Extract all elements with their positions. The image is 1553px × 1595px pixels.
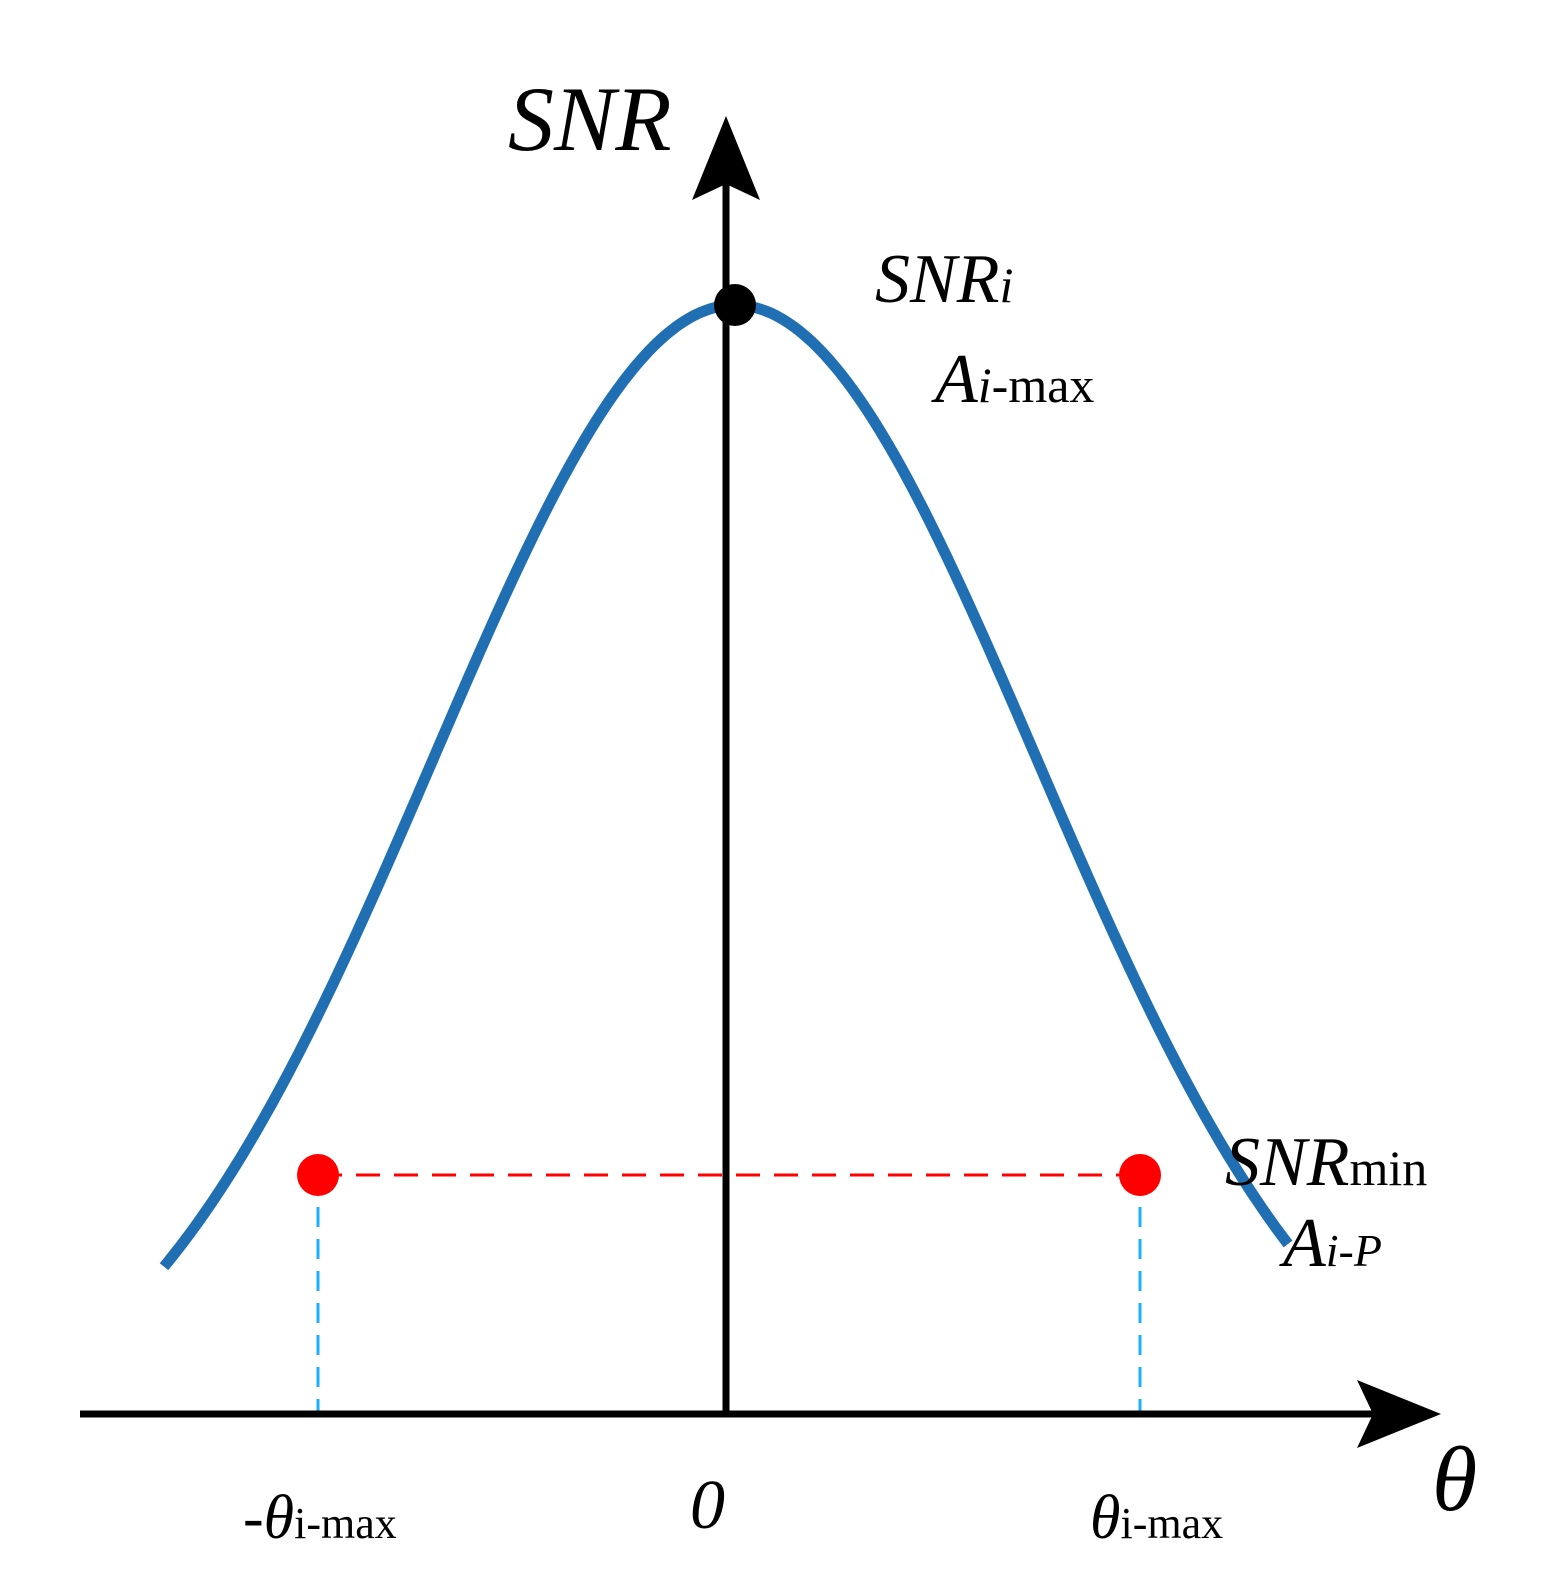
peak-amp-sub-italic: i: [978, 357, 992, 413]
right-tick-label: θi-max: [1090, 1484, 1223, 1552]
left-threshold-point: [297, 1154, 339, 1196]
x-axis-label: θ: [1432, 1428, 1477, 1530]
origin-label: 0: [690, 1467, 725, 1544]
left-tick-prefix: -θ: [243, 1484, 294, 1552]
threshold-snr-main: SNR: [1225, 1124, 1349, 1201]
threshold-snr-sub: min: [1349, 1140, 1427, 1196]
right-threshold-point: [1119, 1154, 1161, 1196]
threshold-amp-main: A: [1279, 1205, 1326, 1282]
peak-point: [714, 284, 756, 326]
threshold-snr-label: SNRmin: [1225, 1124, 1427, 1201]
right-tick-sub: i-max: [1120, 1499, 1223, 1548]
peak-snr-main: SNR: [875, 241, 999, 318]
peak-snr-label: SNRi: [875, 241, 1013, 318]
y-axis-arrowhead: [692, 116, 760, 200]
peak-amp-main: A: [931, 341, 978, 418]
left-tick-label: -θi-max: [243, 1484, 397, 1552]
threshold-amp-sub: i-P: [1326, 1225, 1382, 1276]
peak-amp-sub-rest: -max: [992, 357, 1095, 413]
y-axis-label: SNR: [508, 68, 672, 170]
right-tick-prefix: θ: [1090, 1484, 1120, 1552]
peak-snr-sub: i: [999, 257, 1013, 313]
threshold-amplitude-label: Ai-P: [1279, 1205, 1382, 1282]
x-axis-arrowhead: [1357, 1380, 1441, 1448]
peak-amplitude-label: Ai-max: [931, 341, 1094, 418]
left-tick-sub: i-max: [294, 1499, 397, 1548]
